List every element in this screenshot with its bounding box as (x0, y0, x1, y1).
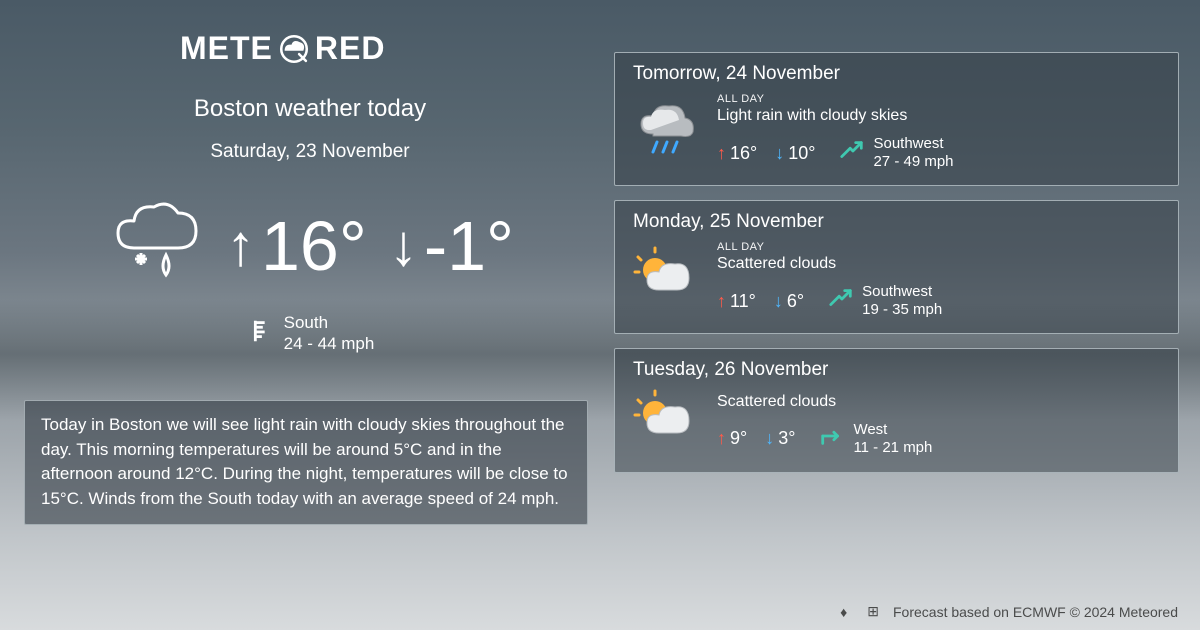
brand-cloud-icon (277, 32, 311, 66)
forecast-wind: Southwest27 - 49 mph (839, 135, 953, 171)
wind-light-icon (819, 423, 845, 454)
wind-strong-icon (839, 138, 865, 169)
wind-strong-icon (828, 286, 854, 317)
forecast-high: ↑11° (717, 291, 756, 312)
android-icon: ♦ (840, 604, 847, 620)
forecast-date: Tuesday, 26 November (633, 359, 1160, 381)
brand-logo: METE RED (180, 30, 385, 67)
forecast-wind: Southwest19 - 35 mph (828, 283, 942, 319)
today-main-row: ↑ 16° ↓ -1° (30, 193, 590, 298)
period-label: ALL DAY (717, 241, 1160, 253)
today-temps: ↑ 16° ↓ -1° (226, 211, 514, 281)
down-arrow-icon: ↓ (389, 217, 418, 275)
forecast-low: ↓3° (765, 428, 795, 449)
today-panel: Boston weather today Saturday, 23 Novemb… (30, 95, 590, 355)
forecast-low: ↓10° (775, 143, 815, 164)
brand-right: RED (315, 30, 386, 67)
windows-icon: ⊞ (867, 603, 879, 620)
down-arrow-icon: ↓ (775, 143, 784, 164)
forecast-date: Tomorrow, 24 November (633, 63, 1160, 85)
wind-gauge-icon (246, 317, 274, 350)
up-arrow-icon: ↑ (717, 428, 726, 449)
sun-cloud-icon (633, 389, 697, 458)
forecast-high: ↑9° (717, 428, 747, 449)
down-arrow-icon: ↓ (774, 291, 783, 312)
rain-snow-cloud-icon (106, 193, 206, 298)
forecast-date: Monday, 25 November (633, 211, 1160, 233)
period-label: ALL DAY (717, 93, 1160, 105)
today-description: Today in Boston we will see light rain w… (24, 400, 588, 525)
up-arrow-icon: ↑ (717, 143, 726, 164)
up-arrow-icon: ↑ (226, 217, 255, 275)
up-arrow-icon: ↑ (717, 291, 726, 312)
footer: ♦ ⊞ Forecast based on ECMWF © 2024 Meteo… (840, 603, 1178, 620)
today-wind-speed: 24 - 44 mph (284, 333, 375, 354)
rain-cloud-icon (633, 98, 697, 167)
forecast-condition: Scattered clouds (717, 393, 1160, 411)
forecast-high: ↑16° (717, 143, 757, 164)
forecast-condition: Scattered clouds (717, 255, 1160, 273)
today-high: ↑ 16° (226, 211, 367, 281)
today-date: Saturday, 23 November (30, 141, 590, 163)
attribution: Forecast based on ECMWF © 2024 Meteored (893, 604, 1178, 620)
sun-cloud-icon (633, 246, 697, 315)
forecast-low: ↓6° (774, 291, 804, 312)
forecast-card[interactable]: Tuesday, 26 November Scattered clouds ↑9… (614, 348, 1179, 473)
forecast-wind: West11 - 21 mph (819, 421, 932, 457)
forecast-condition: Light rain with cloudy skies (717, 107, 1160, 125)
forecast-list: Tomorrow, 24 November ALL DAY Light rain… (614, 52, 1179, 473)
brand-left: METE (180, 30, 273, 67)
today-wind-dir: South (284, 312, 375, 333)
today-low-value: -1° (424, 211, 514, 281)
platform-icons: ♦ ⊞ (840, 603, 879, 620)
location-title: Boston weather today (30, 95, 590, 123)
down-arrow-icon: ↓ (765, 428, 774, 449)
forecast-card[interactable]: Monday, 25 November ALL DAY Scattered cl… (614, 200, 1179, 334)
today-low: ↓ -1° (389, 211, 514, 281)
forecast-card[interactable]: Tomorrow, 24 November ALL DAY Light rain… (614, 52, 1179, 186)
today-wind: South 24 - 44 mph (30, 312, 590, 355)
today-high-value: 16° (261, 211, 367, 281)
